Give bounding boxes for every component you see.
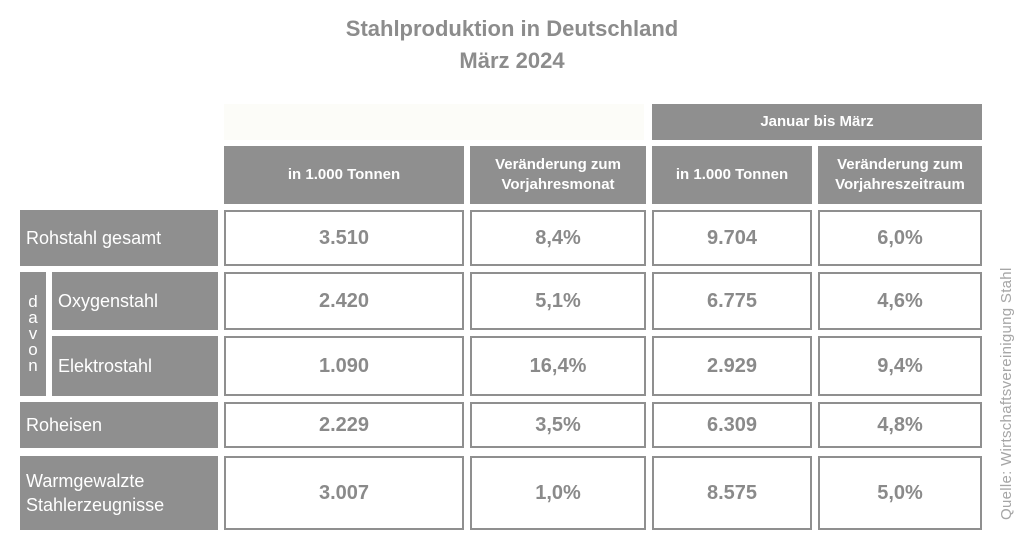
table-cell: 5,1% xyxy=(470,272,646,330)
group-header-januar-bis-maerz: Januar bis März xyxy=(652,104,982,140)
table-cell: 4,8% xyxy=(818,402,982,448)
blank-header-area xyxy=(224,104,644,140)
row-label-elektrostahl: Elektrostahl xyxy=(52,336,218,396)
row-label-roheisen: Roheisen xyxy=(20,402,218,448)
row-label-rohstahl: Rohstahl gesamt xyxy=(20,210,218,266)
table-cell: 3.510 xyxy=(224,210,464,266)
table-cell: 9.704 xyxy=(652,210,812,266)
page-title: Stahlproduktion in Deutschland xyxy=(345,16,679,41)
table-cell: 4,6% xyxy=(818,272,982,330)
table-cell: 9,4% xyxy=(818,336,982,396)
table-cell: 3.007 xyxy=(224,456,464,530)
table-cell: 8.575 xyxy=(652,456,812,530)
column-header-veraenderung-monat: Veränderung zum Vorjahresmonat xyxy=(470,146,646,204)
table-cell: 2.229 xyxy=(224,402,464,448)
table-cell: 2.420 xyxy=(224,272,464,330)
table-cell: 8,4% xyxy=(470,210,646,266)
table-cell: 16,4% xyxy=(470,336,646,396)
row-label-oxygenstahl: Oxygenstahl xyxy=(52,272,218,330)
table-cell: 3,5% xyxy=(470,402,646,448)
table-cell: 6,0% xyxy=(818,210,982,266)
row-label-warmgewalzte: Warmgewalzte Stahlerzeugnisse xyxy=(20,456,218,530)
table-cell: 6.775 xyxy=(652,272,812,330)
table-cell: 2.929 xyxy=(652,336,812,396)
column-header-tonnen-zeitraum: in 1.000 Tonnen xyxy=(652,146,812,204)
table-cell: 5,0% xyxy=(818,456,982,530)
page-subtitle: März 2024 xyxy=(459,48,565,73)
table-cell: 1.090 xyxy=(224,336,464,396)
table-cell: 1,0% xyxy=(470,456,646,530)
source-note: Quelle: Wirtschaftsvereinigung Stahl xyxy=(998,267,1015,520)
table-cell: 6.309 xyxy=(652,402,812,448)
column-header-tonnen-monat: in 1.000 Tonnen xyxy=(224,146,464,204)
column-header-veraenderung-zeitraum: Veränderung zum Vorjahreszeitraum xyxy=(818,146,982,204)
